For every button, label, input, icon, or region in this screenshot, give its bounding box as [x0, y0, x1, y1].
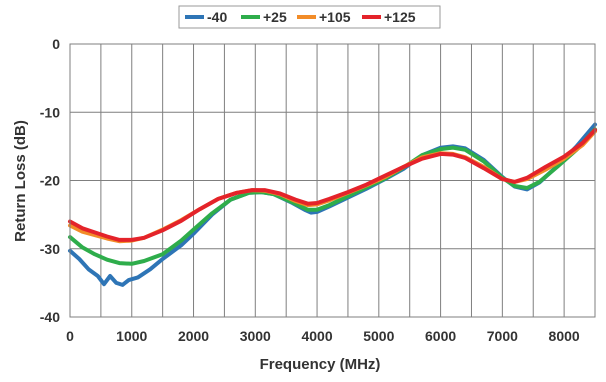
x-tick-label: 4000 — [301, 328, 332, 344]
y-tick-label: 0 — [52, 36, 60, 52]
x-tick-label: 1000 — [116, 328, 147, 344]
x-tick-label: 6000 — [425, 328, 456, 344]
tick-labels: 0 1000 2000 3000 4000 5000 6000 7000 8000 0 -10 -20… — [40, 36, 580, 344]
y-axis-title: Return Loss (dB) — [12, 120, 29, 242]
x-tick-label: 3000 — [240, 328, 271, 344]
legend-label-neg40: -40 — [207, 9, 227, 25]
x-tick-label: 5000 — [363, 328, 394, 344]
y-tick-label: -10 — [40, 104, 60, 120]
x-tick-label: 8000 — [549, 328, 580, 344]
x-tick-label: 0 — [66, 328, 74, 344]
series-line-3 — [68, 128, 597, 242]
plot-frame — [69, 43, 596, 318]
x-tick-label: 2000 — [178, 328, 209, 344]
x-axis-title: Frequency (MHz) — [260, 356, 381, 373]
legend-label-25: +25 — [263, 9, 287, 25]
grid — [70, 44, 595, 317]
legend-label-105: +105 — [319, 9, 351, 25]
series-lines — [68, 122, 597, 287]
y-tick-label: -20 — [40, 173, 60, 189]
plot-border — [69, 43, 596, 318]
y-tick-label: -30 — [40, 241, 60, 257]
legend: -40 +25 +105 +125 — [178, 5, 441, 29]
x-tick-label: 7000 — [487, 328, 518, 344]
legend-label-125: +125 — [384, 9, 416, 25]
y-tick-label: -40 — [40, 309, 60, 325]
